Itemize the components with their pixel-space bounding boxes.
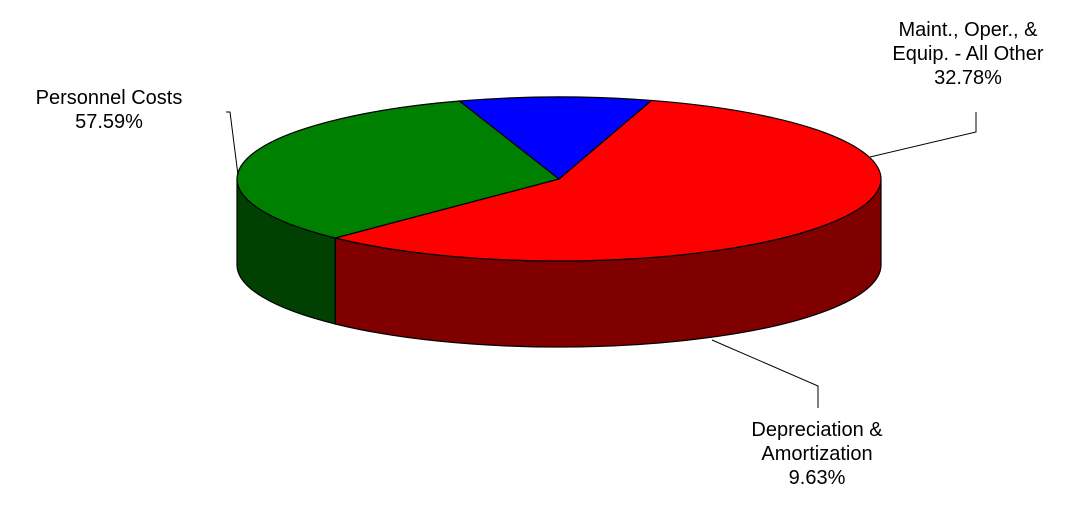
leader-line-depreciation-amortization: [711, 339, 819, 408]
data-label-personnel-costs: Personnel Costs 57.59%: [35, 87, 183, 133]
leader-line-maint-oper-equip: [869, 112, 977, 158]
leader-line-personnel-costs: [226, 111, 239, 176]
data-label-maint-oper-equip: Maint., Oper., & Equip. - All Other 32.7…: [892, 19, 1044, 89]
slice-personnel-costs: [335, 99, 882, 262]
slice-depreciation-amortization: [457, 96, 653, 180]
slice-maint-oper-equip: [236, 100, 561, 239]
data-label-depreciation-amortization: Depreciation & Amortization 9.63%: [751, 419, 883, 489]
